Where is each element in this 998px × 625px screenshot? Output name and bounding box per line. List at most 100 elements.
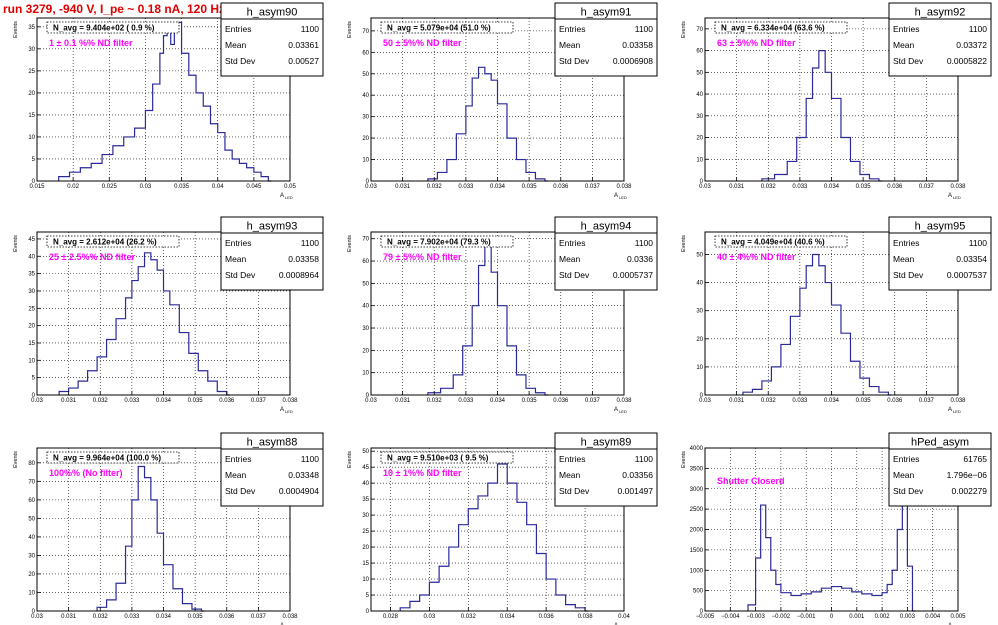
navg-box <box>714 21 848 34</box>
stats-box <box>888 2 992 77</box>
y-tick-label: 20 <box>362 348 369 354</box>
stats-box <box>220 2 324 77</box>
histogram-panel-h_asym89: 0.028 0.03 0.032 0.034 0.036 0.038 0.04 0 5 10 15 2… <box>347 432 658 625</box>
x-axis-label: A <box>948 623 952 625</box>
x-tick-label: 0.031 <box>395 184 411 190</box>
stats-entries-value: 1100 <box>301 454 320 464</box>
histogram-series <box>58 252 230 396</box>
y-tick-label: 20 <box>696 337 703 343</box>
navg-box <box>380 451 514 464</box>
x-tick-label: 0.032 <box>761 398 777 404</box>
histogram-series <box>96 465 205 612</box>
x-tick-label: 0.03 <box>699 398 711 404</box>
x-axis-label: A <box>614 623 618 625</box>
x-tick-label: 0.002 <box>875 614 891 620</box>
stats-std-label: Std Dev <box>225 486 256 496</box>
filter-label: 10 ± 1%% ND filter <box>383 468 462 478</box>
x-tick-label: 0.035 <box>856 184 872 190</box>
x-tick-label: −0.003 <box>746 614 765 620</box>
y-tick-label: 0 <box>700 609 704 615</box>
histogram-panel-h_asym95: 0.03 0.031 0.032 0.033 0.034 0.035 0.036 0.037 0… <box>681 216 992 414</box>
x-tick-label: 0.03 <box>31 398 43 404</box>
stats-entries-value: 1100 <box>635 454 654 464</box>
x-tick-label: 0.015 <box>29 184 45 190</box>
stats-title: h_asym90 <box>247 7 298 19</box>
x-tick-label: 0.031 <box>729 184 745 190</box>
x-tick-label: 0.038 <box>578 614 594 620</box>
stats-mean-label: Mean <box>225 40 247 50</box>
x-tick-label: 0.036 <box>887 398 903 404</box>
stats-entries-label: Entries <box>225 454 251 464</box>
stats-mean-value: 0.03348 <box>288 470 319 480</box>
x-tick-label: 0.035 <box>174 184 190 190</box>
x-tick-label: 0.036 <box>553 184 569 190</box>
y-tick-label: 40 <box>362 304 369 310</box>
y-tick-label: 70 <box>362 29 369 35</box>
stats-mean-label: Mean <box>893 254 915 264</box>
x-tick-label: 0.032 <box>461 614 477 620</box>
x-tick-label: 0.034 <box>824 184 840 190</box>
x-tick-label: 0.028 <box>383 614 399 620</box>
y-tick-label: 30 <box>362 513 369 519</box>
x-tick-label: 0.036 <box>539 614 555 620</box>
y-tick-label: 80 <box>28 461 35 467</box>
navg-box <box>380 21 514 34</box>
stats-box <box>554 216 658 291</box>
x-tick-label: 0.05 <box>284 184 296 190</box>
stats-title: h_asym95 <box>915 221 966 233</box>
stats-mean-value: 0.03372 <box>956 40 987 50</box>
y-tick-label: 25 <box>28 306 35 312</box>
navg-box <box>380 235 514 248</box>
x-tick-label: 0.04 <box>618 614 630 620</box>
x-tick-label: 0.037 <box>585 398 601 404</box>
histogram-series <box>742 253 892 396</box>
histogram-series <box>427 242 548 396</box>
y-axis-label: Events <box>347 21 353 38</box>
y-axis-label: Events <box>347 235 353 252</box>
y-tick-label: 5 <box>32 376 36 382</box>
x-tick-label: 0.036 <box>219 398 235 404</box>
x-tick-label: −0.005 <box>696 614 715 620</box>
stats-mean-label: Mean <box>559 254 581 264</box>
histogram-panel-h_asym93: 0.03 0.031 0.032 0.033 0.034 0.035 0.036 0.037 0… <box>13 216 324 414</box>
x-axis-label: A <box>280 623 284 625</box>
x-tick-label: 0.031 <box>61 614 77 620</box>
y-tick-label: 45 <box>362 465 369 471</box>
navg-box <box>46 451 180 464</box>
stats-std-value: 0.00527 <box>288 56 319 66</box>
x-tick-label: 0.034 <box>500 614 516 620</box>
filter-label: Shutter Closerd <box>717 476 785 486</box>
y-tick-label: 10 <box>696 157 703 163</box>
stats-entries-label: Entries <box>225 24 251 34</box>
filter-label: 100%% (No filter) <box>49 468 123 478</box>
filter-label: 63 ± 5%% ND filter <box>717 38 796 48</box>
x-axis-label: A <box>614 407 618 413</box>
navg-box <box>46 21 180 34</box>
y-tick-label: 15 <box>28 341 35 347</box>
x-tick-label: 0.035 <box>856 398 872 404</box>
x-axis-label: A <box>280 193 284 199</box>
x-tick-label: 0.033 <box>458 184 474 190</box>
navg-label: N_avg = 5.079e+04 (51.0 %) <box>387 24 491 33</box>
x-tick-label: 0.03 <box>31 614 43 620</box>
y-tick-label: 30 <box>28 289 35 295</box>
y-tick-label: 10 <box>362 577 369 583</box>
x-tick-label: −0.002 <box>772 614 791 620</box>
x-tick-label: 0.003 <box>900 614 916 620</box>
y-tick-label: 50 <box>696 70 703 76</box>
y-tick-label: 40 <box>28 254 35 260</box>
x-axis-label-subscript: LED <box>619 409 627 414</box>
x-tick-label: 0.03 <box>140 184 152 190</box>
x-tick-label: 0.005 <box>950 614 966 620</box>
y-tick-label: 3500 <box>690 466 704 472</box>
stats-entries-value: 61765 <box>963 454 987 464</box>
y-axis-label: Events <box>347 451 353 468</box>
stats-std-value: 0.001497 <box>618 486 654 496</box>
stats-title: h_asym92 <box>915 7 966 19</box>
stats-title: h_asym93 <box>247 221 298 233</box>
x-axis-label: A <box>948 193 952 199</box>
stats-mean-value: 0.03354 <box>956 254 987 264</box>
histogram-panel-h_asym94: 0.03 0.031 0.032 0.033 0.034 0.035 0.036 0.037 0… <box>347 216 658 414</box>
stats-title: h_asym91 <box>581 7 632 19</box>
